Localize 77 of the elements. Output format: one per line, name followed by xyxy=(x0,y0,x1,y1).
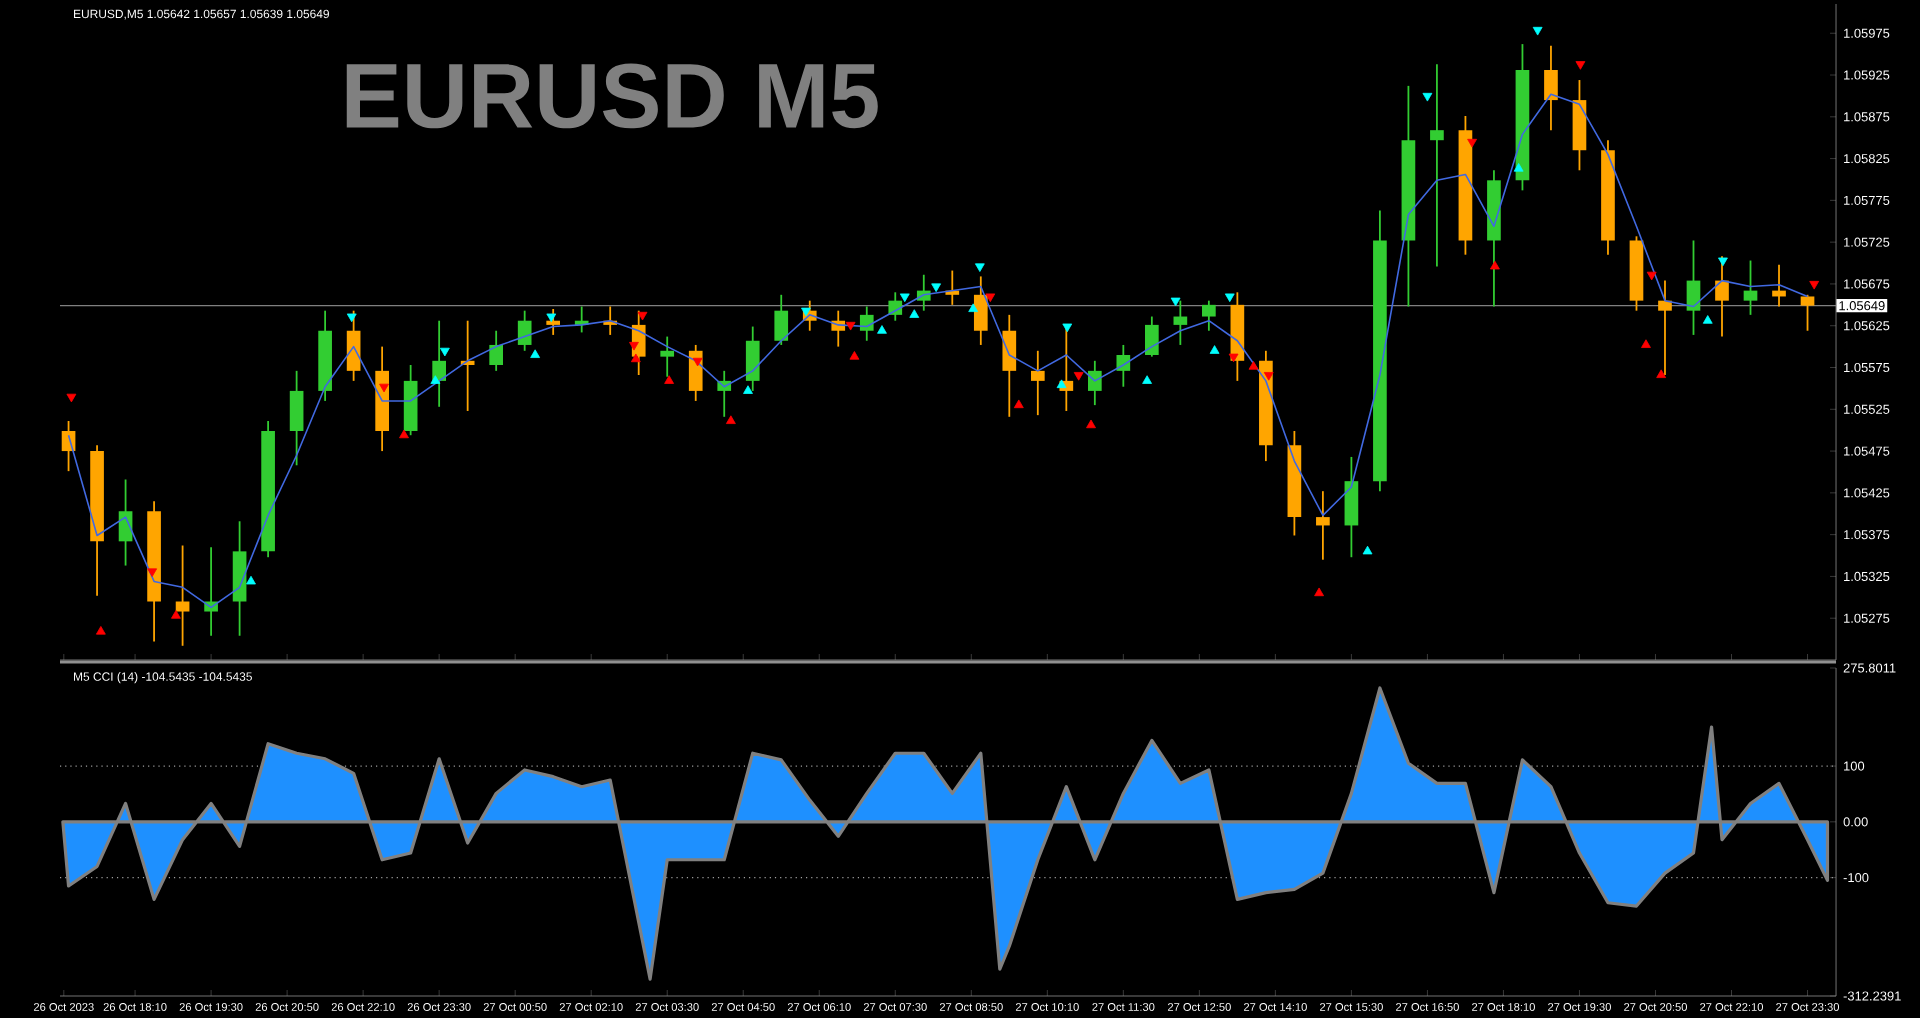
point xyxy=(629,341,639,351)
point xyxy=(801,307,811,317)
candlestick xyxy=(1658,279,1672,376)
point xyxy=(1718,257,1728,267)
point xyxy=(1490,260,1500,270)
point xyxy=(1209,345,1220,354)
candlestick xyxy=(745,325,760,392)
point xyxy=(664,375,674,384)
point xyxy=(1062,323,1073,333)
point xyxy=(1513,163,1524,172)
point xyxy=(1073,372,1084,381)
candlestick xyxy=(1173,299,1188,346)
point xyxy=(1056,379,1067,389)
point xyxy=(439,347,450,357)
point xyxy=(171,610,181,619)
point xyxy=(1656,369,1667,379)
candlestick xyxy=(1715,255,1729,338)
candlestick xyxy=(1202,299,1216,332)
point xyxy=(968,303,979,312)
point xyxy=(147,568,158,577)
point xyxy=(546,313,557,323)
point xyxy=(246,575,256,585)
point xyxy=(1142,375,1152,384)
point xyxy=(1170,297,1181,307)
point xyxy=(430,375,441,384)
point xyxy=(692,357,703,367)
candlestick xyxy=(1316,490,1330,561)
point xyxy=(346,313,357,323)
point xyxy=(1228,353,1239,363)
point xyxy=(974,263,985,272)
candlestick xyxy=(859,305,874,342)
candlestick xyxy=(688,344,703,402)
point xyxy=(1248,361,1259,370)
point xyxy=(899,293,910,303)
point xyxy=(1013,399,1024,409)
point xyxy=(1646,271,1657,281)
candlestick xyxy=(1800,293,1815,332)
point xyxy=(985,293,996,303)
point xyxy=(1362,545,1373,555)
point xyxy=(530,349,541,358)
point xyxy=(1314,587,1324,597)
point xyxy=(637,311,648,321)
candlestick xyxy=(489,329,504,372)
point xyxy=(630,353,641,363)
point xyxy=(1224,293,1235,303)
text: EURUSD M5 xyxy=(346,63,878,129)
point xyxy=(1467,138,1477,148)
point xyxy=(1809,280,1820,290)
point xyxy=(909,309,920,318)
candlestick xyxy=(517,309,532,352)
candlestick xyxy=(1544,44,1558,132)
point xyxy=(1086,419,1096,429)
point xyxy=(1532,26,1543,36)
point xyxy=(877,325,887,334)
candlestick xyxy=(1087,359,1102,407)
candlestick xyxy=(289,369,304,467)
point xyxy=(1641,339,1651,348)
point xyxy=(725,415,736,424)
candlestick xyxy=(546,308,561,336)
candlestick xyxy=(1030,349,1045,417)
point xyxy=(845,321,856,331)
point xyxy=(379,383,389,393)
point xyxy=(849,351,860,360)
point xyxy=(66,393,77,403)
point xyxy=(1702,315,1713,324)
candlestick xyxy=(1116,344,1131,388)
candlestick xyxy=(1743,259,1758,316)
point xyxy=(931,283,942,293)
candlestick xyxy=(774,293,789,346)
point xyxy=(399,429,409,439)
point xyxy=(1575,61,1586,70)
point xyxy=(1422,92,1433,102)
point xyxy=(95,626,106,635)
point xyxy=(1263,372,1274,381)
candlestick xyxy=(1145,315,1159,358)
candlestick xyxy=(1344,456,1359,559)
point xyxy=(743,385,753,394)
